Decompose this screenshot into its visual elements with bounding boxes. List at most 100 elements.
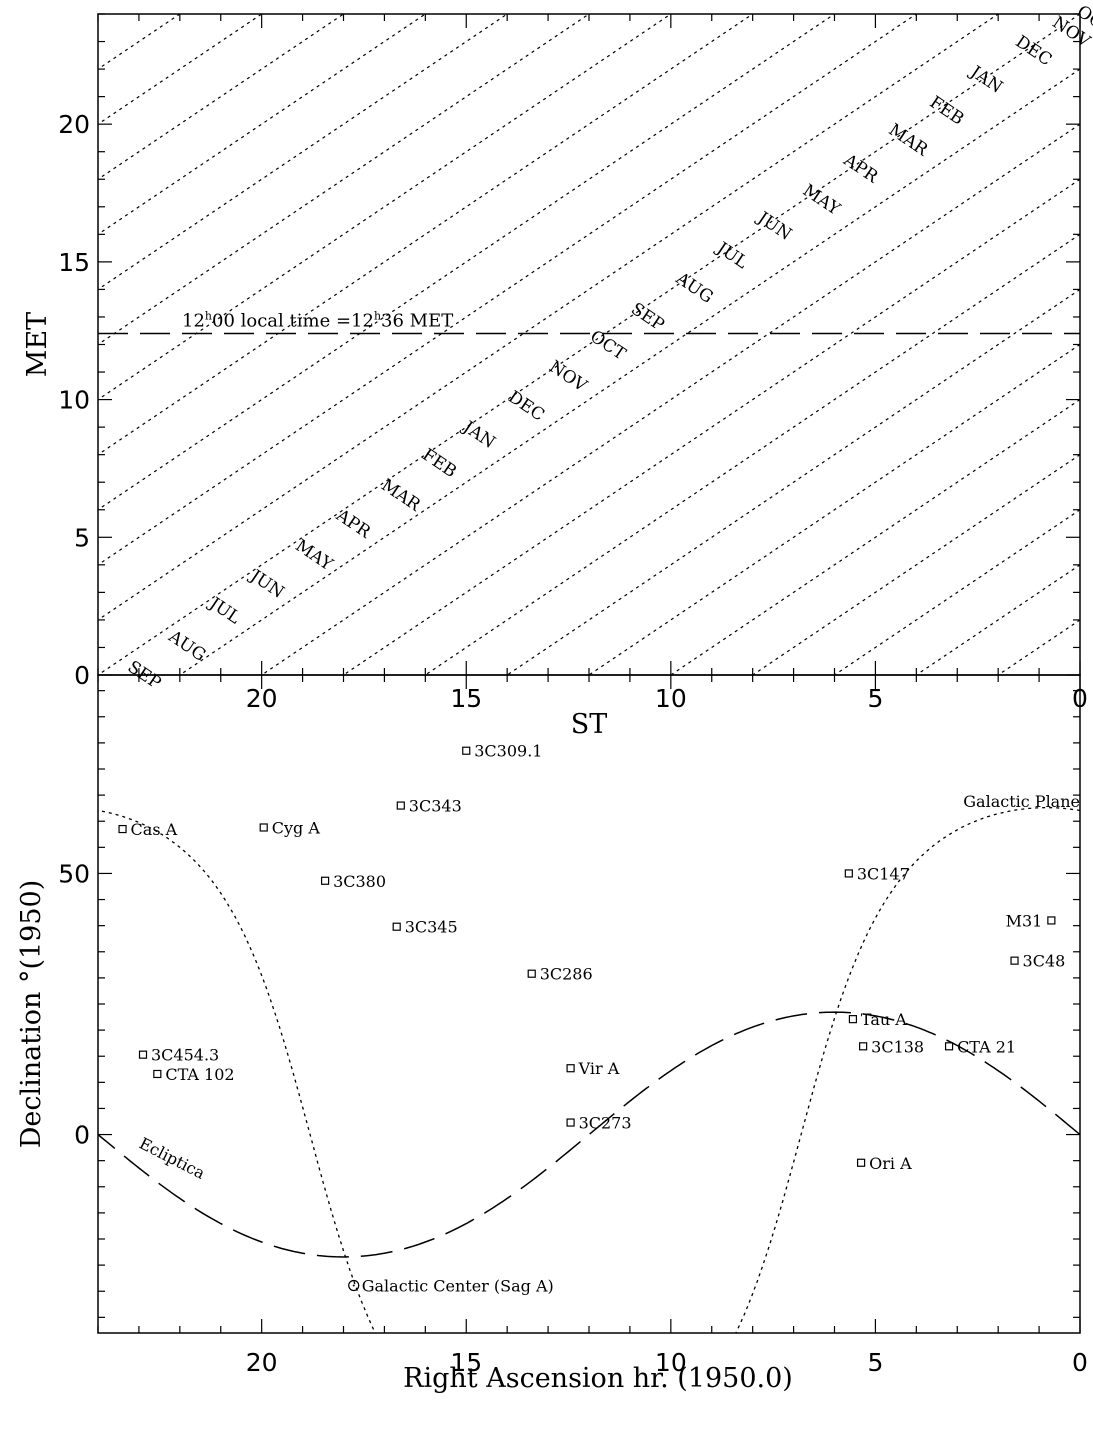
source-cyg-a: Cyg A (259, 818, 321, 837)
source-label: Galactic Center (Sag A) (362, 1276, 554, 1295)
source-label: CTA 21 (957, 1037, 1016, 1056)
met-tick-label: 5 (74, 523, 90, 552)
source-marker (527, 969, 536, 978)
source-cta-102: CTA 102 (153, 1065, 235, 1084)
month-label: MAY (799, 181, 844, 220)
month-lines (98, 14, 1080, 675)
month-line (178, 68, 1080, 675)
source-label: CTA 102 (165, 1065, 234, 1084)
month-label: FEB (926, 92, 968, 129)
source-m31: M31 (1006, 911, 1056, 930)
month-label: MAY (292, 536, 337, 575)
ra-axis-label: Right Ascension hr. (1950.0) (403, 1363, 793, 1394)
month-label: NOV (545, 357, 591, 397)
source-marker (944, 1042, 954, 1051)
month-line (833, 509, 1080, 675)
month-line (506, 288, 1080, 675)
galactic-plane-label: Galactic Plane (963, 792, 1080, 811)
month-label: JUL (711, 237, 751, 273)
ra-dec-panel: Ecliptica Galactic Plane 3C309.1 3C343 Cas… (16, 674, 1088, 1394)
source-label: 3C286 (540, 965, 593, 984)
met-tick-label: 20 (58, 110, 90, 139)
month-line (98, 14, 1080, 675)
galactic-plane-curve (98, 806, 1080, 1333)
month-line (98, 14, 918, 566)
month-label: APR (332, 505, 375, 543)
ra-tick-label: 15 (450, 1348, 482, 1377)
month-line (751, 454, 1080, 675)
ra-tick-label: 5 (867, 1348, 883, 1377)
source-marker (462, 746, 471, 755)
month-label: AUG (671, 268, 716, 308)
radio-sources: 3C309.1 3C343 Cas A Cyg A 3C380 3C345 3C286 3C1… (118, 742, 1066, 1295)
month-label: FEB (418, 445, 460, 482)
reference-line-label: 12h00 local time =12h36 MET (182, 309, 453, 331)
source-3c138: 3C138 (859, 1037, 924, 1056)
source-3c454-3: 3C454.3 (138, 1046, 219, 1065)
source-label: Ori A (869, 1154, 912, 1173)
source-label: 3C343 (409, 797, 462, 816)
source-label: Tau A (861, 1010, 907, 1029)
source-3c48: 3C48 (1010, 952, 1066, 971)
source-3c343: 3C343 (396, 797, 462, 816)
met-tick-labels: 0 5 10 15 20 (58, 110, 90, 690)
source-marker (566, 1118, 575, 1127)
source-galactic-center-sag-a-: Galactic Center (Sag A) (348, 1276, 554, 1295)
source-3c380: 3C380 (320, 872, 386, 891)
met-tick-label: 0 (74, 661, 90, 690)
met-axis-label: MET (22, 312, 53, 377)
ecliptic-curve (98, 1011, 1080, 1258)
source-marker (348, 1279, 360, 1292)
month-labels: SEPAUGJULJUNMAYAPRMARFEBJANDECNOVOCTSEPA… (124, 2, 1093, 694)
month-line (98, 14, 836, 511)
month-label: APR (839, 150, 882, 188)
source-label: 3C345 (405, 918, 458, 937)
source-marker (1047, 916, 1056, 925)
month-line (98, 14, 509, 290)
source-label: 3C147 (857, 864, 910, 883)
source-3c286: 3C286 (527, 965, 593, 984)
source-label: 3C48 (1023, 952, 1066, 971)
month-label: JAN (458, 416, 499, 453)
month-line (587, 344, 1080, 675)
source-3c147: 3C147 (844, 864, 910, 883)
source-label: Cas A (131, 820, 178, 839)
source-marker (396, 801, 405, 810)
met-tick-label: 10 (58, 386, 90, 415)
source-label: Cyg A (272, 818, 321, 837)
source-ori-a: Ori A (856, 1154, 912, 1173)
month-line (98, 14, 1000, 621)
st-axis-label: ST (571, 709, 608, 740)
source-cas-a: Cas A (118, 820, 178, 839)
month-line (260, 123, 1080, 675)
bottom-axis-ticks (97, 675, 1081, 1333)
source-label: 3C454.3 (151, 1046, 219, 1065)
dec-axis-label: Declination °(1950) (16, 880, 47, 1149)
month-label: DEC (1012, 32, 1056, 70)
month-label: DEC (504, 387, 548, 425)
dec-tick-labels: 0 50 (58, 859, 90, 1149)
st-tick-label: 5 (867, 684, 883, 713)
met-tick-label: 15 (58, 248, 90, 277)
month-label: SEP (627, 299, 668, 335)
month-line (98, 14, 427, 235)
source-label: 3C138 (871, 1037, 924, 1056)
source-marker (856, 1158, 866, 1167)
month-label: MAR (378, 475, 425, 516)
st-met-panel: 12h00 local time =12h36 MET SEPAUGJULJUN… (22, 2, 1093, 740)
source-3c345: 3C345 (392, 918, 458, 937)
source-3c273: 3C273 (566, 1114, 632, 1133)
ecliptic-label: Ecliptica (136, 1134, 208, 1183)
month-label: JUL (204, 593, 244, 629)
source-marker (844, 869, 853, 878)
ra-tick-label: 20 (246, 1348, 278, 1377)
source-marker (118, 824, 127, 834)
month-line (98, 14, 591, 345)
ra-tick-label: 0 (1072, 1348, 1088, 1377)
source-marker (153, 1069, 162, 1079)
ra-tick-label: 10 (655, 1348, 687, 1377)
month-label: JAN (965, 61, 1006, 98)
source-label: Vir A (578, 1059, 620, 1078)
month-label: JUN (752, 207, 795, 245)
